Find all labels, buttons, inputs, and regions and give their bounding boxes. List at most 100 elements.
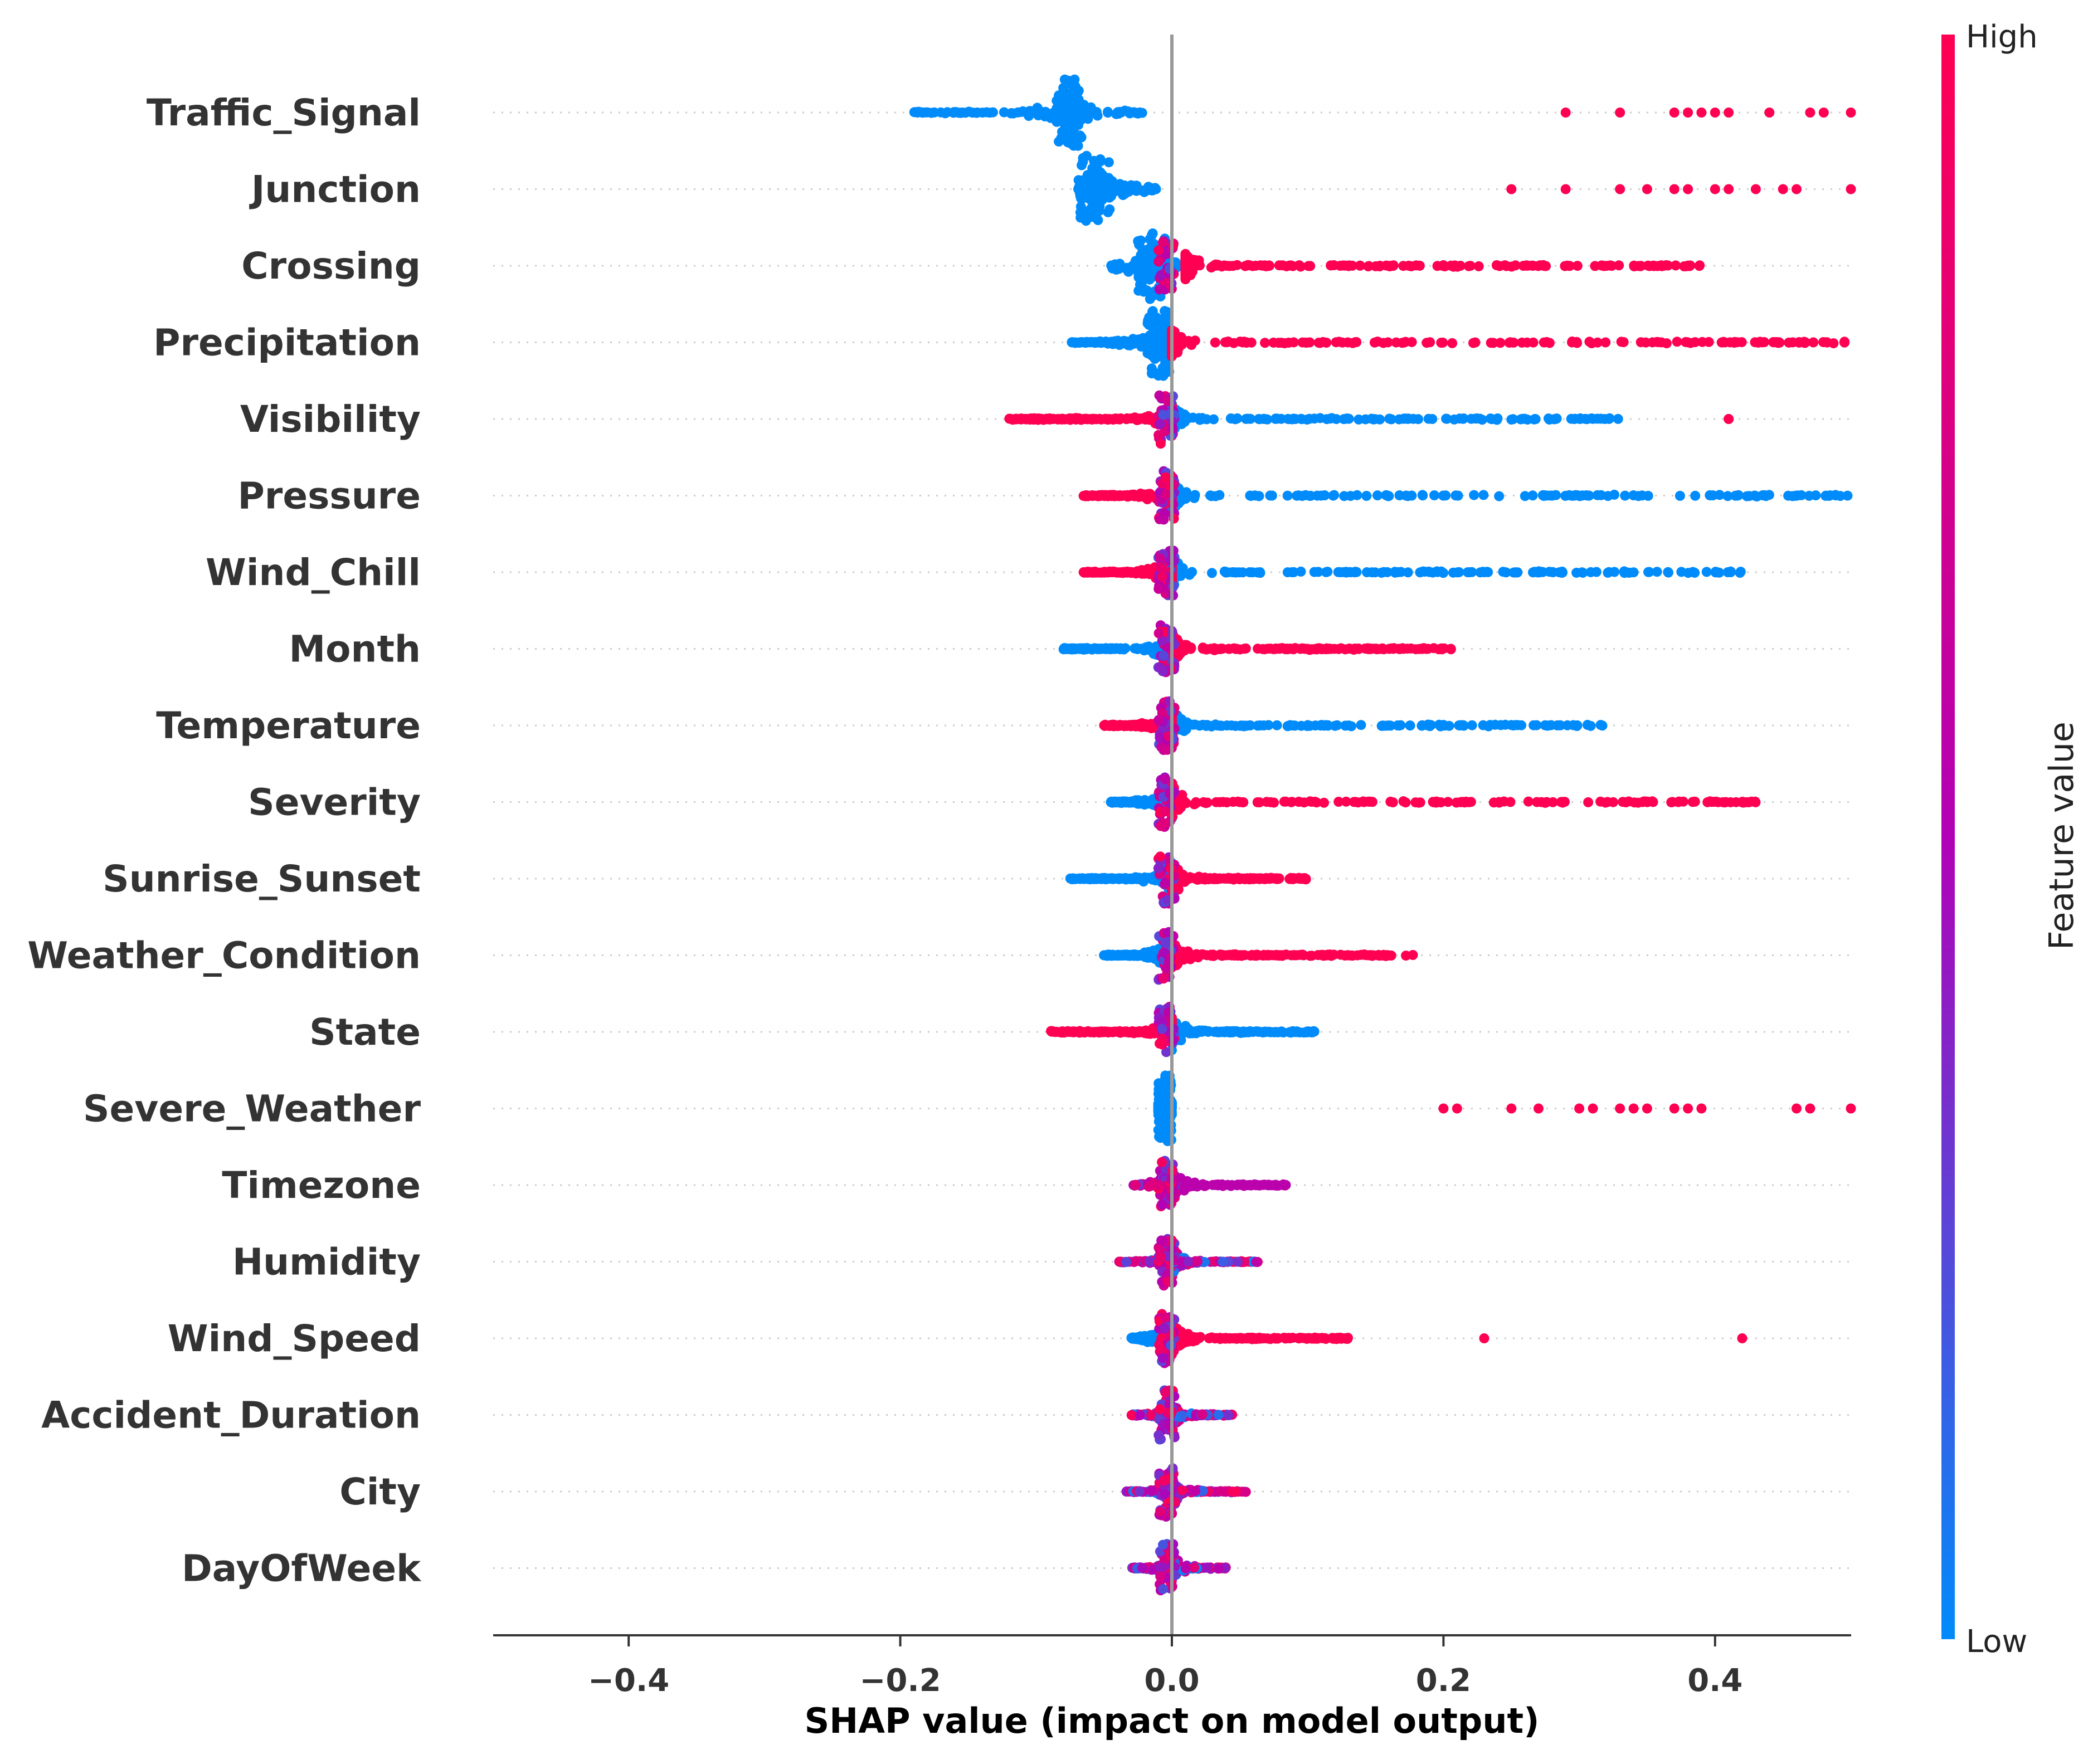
shap-point xyxy=(1572,261,1583,271)
shap-point xyxy=(1522,337,1532,348)
shap-point xyxy=(1254,797,1265,807)
shap-point xyxy=(1187,719,1198,730)
shap-point xyxy=(1153,715,1164,725)
shap-point xyxy=(1671,260,1681,271)
shap-point xyxy=(1132,415,1142,425)
shap-point xyxy=(1683,108,1693,118)
shap-point xyxy=(1571,721,1582,731)
shap-point xyxy=(1388,797,1398,807)
shap-point xyxy=(1367,567,1377,578)
shap-point xyxy=(1445,644,1456,655)
shap-point xyxy=(1508,337,1519,348)
shap-point xyxy=(1448,261,1459,272)
shap-point xyxy=(1279,338,1290,348)
shap-point xyxy=(1724,184,1734,194)
shap-point xyxy=(1268,873,1279,884)
shap-point xyxy=(1181,250,1192,261)
shap-point xyxy=(1605,260,1615,271)
feature-row xyxy=(1078,545,1746,601)
shap-point xyxy=(1400,797,1411,808)
shap-point xyxy=(1635,337,1646,348)
shap-point xyxy=(1331,337,1341,348)
feature-row xyxy=(1106,772,1761,832)
shap-point xyxy=(1040,111,1050,121)
shap-point xyxy=(1508,414,1518,425)
shap-point xyxy=(1157,571,1167,582)
shap-point xyxy=(1226,720,1237,731)
shap-point xyxy=(1133,797,1143,807)
shap-point xyxy=(1062,112,1072,123)
shap-point xyxy=(1191,797,1201,807)
shap-point xyxy=(1281,796,1291,807)
shap-point xyxy=(1731,797,1741,807)
shap-point xyxy=(1073,184,1083,194)
shap-point xyxy=(1101,644,1112,654)
shap-point xyxy=(1153,628,1164,639)
shap-point xyxy=(1464,567,1474,577)
shap-point xyxy=(1438,260,1449,270)
shap-point xyxy=(1215,797,1225,807)
shap-point xyxy=(1696,108,1707,118)
shap-point xyxy=(1006,108,1016,119)
shap-point xyxy=(1661,338,1672,349)
shap-point xyxy=(1669,108,1680,118)
shap-point xyxy=(1710,184,1720,194)
shap-point xyxy=(1073,644,1083,654)
shap-point xyxy=(1288,337,1299,348)
shap-point xyxy=(1069,74,1080,85)
shap-point xyxy=(1133,108,1143,119)
shap-point xyxy=(1103,414,1113,425)
feature-row xyxy=(1073,150,1856,226)
shap-point xyxy=(1615,184,1625,194)
shap-point xyxy=(1467,720,1477,730)
feature-row xyxy=(1099,696,1608,755)
beeswarm-points xyxy=(909,74,1856,1596)
shap-point xyxy=(1092,110,1103,121)
shap-point xyxy=(1111,261,1121,271)
shap-point xyxy=(1458,720,1468,730)
shap-point xyxy=(1080,108,1091,119)
shap-point xyxy=(1653,337,1663,348)
shap-point xyxy=(1384,720,1395,731)
shap-point xyxy=(1220,337,1230,348)
shap-point xyxy=(1292,490,1302,501)
shap-point xyxy=(1405,720,1415,731)
shap-point xyxy=(1077,160,1087,170)
shap-point xyxy=(1469,490,1479,500)
shap-point xyxy=(1160,315,1171,326)
shap-point xyxy=(1209,414,1219,425)
shap-point xyxy=(1690,490,1701,501)
shap-point xyxy=(1130,490,1141,501)
shap-point xyxy=(1319,797,1329,808)
shap-point xyxy=(1328,490,1338,501)
shap-point xyxy=(1414,644,1424,654)
shap-point xyxy=(1123,187,1134,197)
shap-point xyxy=(1103,108,1113,118)
shap-point xyxy=(1119,335,1129,346)
shap-point xyxy=(1649,261,1659,271)
shap-point xyxy=(1044,413,1055,424)
shap-point xyxy=(1136,280,1146,290)
shap-point xyxy=(1555,720,1566,730)
shap-point xyxy=(1096,874,1107,884)
shap-point xyxy=(1494,797,1505,807)
shap-point xyxy=(1255,720,1265,730)
shap-point xyxy=(1143,272,1154,282)
shap-point xyxy=(1399,337,1409,348)
shap-point xyxy=(1154,284,1165,295)
feature-row xyxy=(1078,466,1853,525)
shap-point xyxy=(1183,490,1194,501)
shap-point xyxy=(1121,720,1132,730)
shap-point xyxy=(1401,490,1411,501)
shap-point xyxy=(1186,337,1196,347)
shap-point xyxy=(1378,338,1389,348)
shap-point xyxy=(1083,188,1094,198)
shap-point xyxy=(1356,720,1366,730)
shap-point xyxy=(1091,208,1102,218)
shap-point xyxy=(951,107,961,118)
shap-point xyxy=(1805,108,1815,118)
shap-point xyxy=(1263,720,1274,730)
shap-point xyxy=(1304,720,1315,731)
shap-point xyxy=(1846,184,1856,194)
